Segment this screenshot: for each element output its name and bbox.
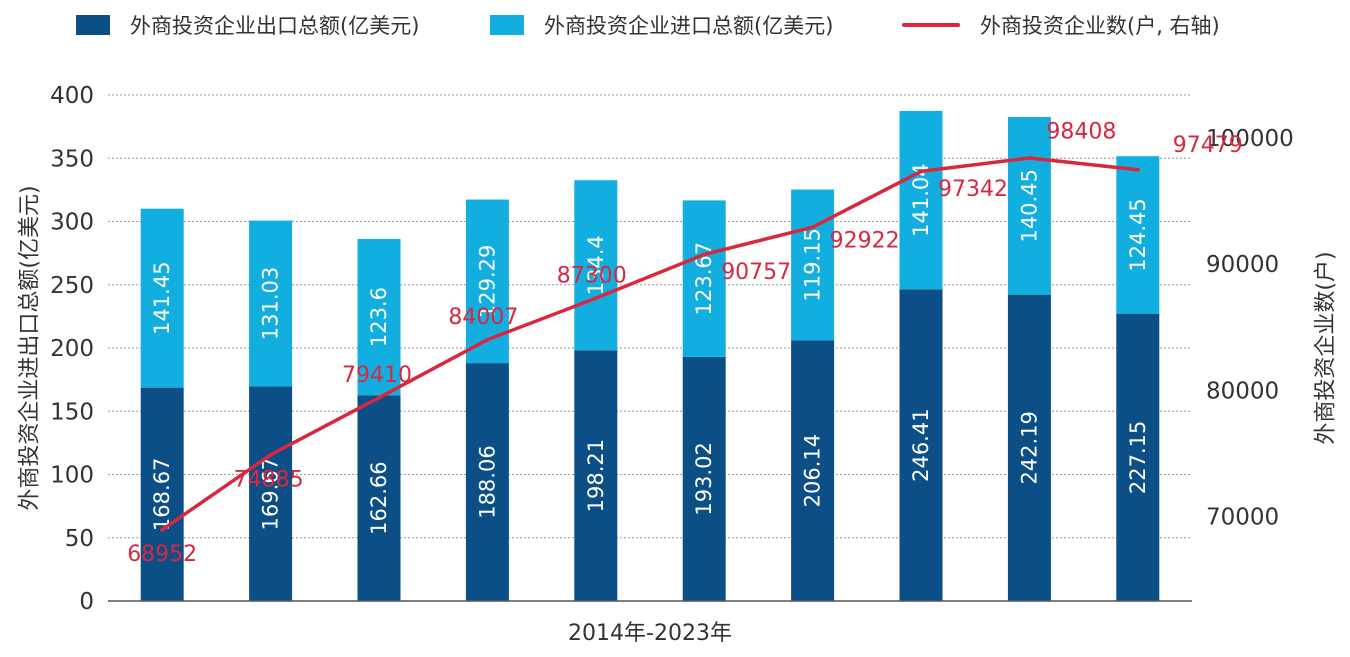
bar-label-import: 141.45 [150, 261, 174, 334]
left-axis-ticks: 0 50 100 150 200 250 300 350 400 [50, 83, 94, 615]
right-axis-ticks: 70000 80000 90000 100000 [1206, 126, 1294, 531]
count-point-label: 79410 [342, 363, 412, 388]
legend-swatch-export [76, 15, 110, 35]
count-point-label: 97342 [938, 177, 1008, 202]
count-line-layer [160, 155, 1140, 532]
count-point [593, 296, 598, 301]
bar-label-import: 140.45 [1017, 169, 1041, 242]
count-point-label: 87300 [557, 264, 627, 289]
bar-export [574, 350, 618, 601]
legend-label-count: 外商投资企业数(户, 右轴) [980, 14, 1220, 38]
bar-import [140, 208, 184, 388]
right-tick-label: 100000 [1206, 126, 1294, 152]
bars [140, 110, 1160, 601]
bar-import [1116, 156, 1160, 314]
legend-swatch-import [490, 15, 524, 35]
legend-item-count: 外商投资企业数(户, 右轴) [902, 10, 1220, 40]
bar-label-export: 162.66 [367, 461, 391, 534]
right-tick-label: 70000 [1206, 504, 1279, 530]
bar-export [357, 395, 401, 601]
count-line [160, 156, 1140, 532]
bar-import [682, 200, 726, 357]
bar-export [140, 387, 184, 601]
bar-label-export: 227.15 [1126, 421, 1150, 494]
bar-labels: 168.67 141.45 169.67 131.03 162.66 123.6 188.0… [150, 163, 1150, 535]
bar-label-import: 129.29 [475, 245, 499, 318]
count-point [919, 169, 923, 174]
legend-swatch-count [902, 23, 960, 27]
bar-import [899, 110, 943, 290]
bar-label-export: 188.06 [475, 445, 499, 518]
bar-import [791, 189, 835, 341]
bar-label-export: 168.67 [150, 458, 174, 531]
left-tick-label: 0 [79, 589, 94, 615]
right-tick-label: 90000 [1206, 252, 1279, 278]
bar-label-import: 124.45 [1126, 198, 1150, 271]
count-point [810, 225, 815, 230]
bar-label-export: 193.02 [692, 442, 716, 515]
count-point-label: 68952 [127, 542, 197, 567]
bar-export [249, 386, 293, 601]
legend-item-export: 外商投资企业出口总额(亿美元) [76, 10, 419, 40]
bar-export [682, 356, 726, 601]
count-point [702, 252, 707, 257]
legend-label-import: 外商投资企业进口总额(亿美元) [544, 14, 834, 38]
left-tick-label: 150 [50, 399, 94, 425]
left-tick-label: 350 [50, 146, 94, 172]
count-point-label: 97479 [1173, 133, 1243, 158]
count-point [268, 452, 273, 457]
count-point-label: 90757 [721, 260, 791, 285]
bar-label-export: 206.14 [801, 434, 825, 507]
right-tick-label: 80000 [1206, 378, 1279, 404]
bar-import [357, 238, 401, 396]
count-point [160, 527, 165, 532]
legend: 外商投资企业出口总额(亿美元) 外商投资企业进口总额(亿美元) 外商投资企业数(… [0, 10, 1350, 46]
bar-import [574, 180, 618, 351]
y2-axis-label: 外商投资企业数(户) [1314, 251, 1339, 444]
count-point-label: 84007 [448, 305, 518, 330]
bar-label-export: 169.67 [259, 457, 283, 530]
count-point [377, 395, 381, 400]
legend-item-import: 外商投资企业进口总额(亿美元) [490, 10, 833, 40]
left-tick-label: 200 [50, 336, 94, 362]
legend-label-export: 外商投资企业出口总额(亿美元) [130, 14, 420, 38]
bar-import [249, 220, 293, 387]
left-tick-label: 300 [50, 210, 94, 236]
left-tick-label: 400 [50, 83, 94, 109]
bar-label-import: 123.6 [367, 287, 391, 347]
count-point [1135, 167, 1140, 172]
bar-export [899, 289, 943, 601]
bar-label-export: 242.19 [1017, 411, 1041, 484]
count-point-label: 98408 [1046, 119, 1116, 144]
bar-label-import: 134.4 [584, 235, 608, 295]
left-tick-label: 250 [50, 273, 94, 299]
count-point [1027, 155, 1032, 160]
count-point [485, 337, 490, 342]
bar-export [1116, 313, 1160, 601]
bar-label-import: 119.15 [801, 228, 825, 301]
bar-import [1007, 116, 1051, 295]
left-tick-label: 50 [65, 526, 94, 552]
count-point-label: 92922 [830, 229, 900, 254]
bar-label-import: 131.03 [259, 267, 283, 340]
count-point-labels: 68952 74885 79410 84007 87300 90757 92922 97342… [127, 119, 1243, 567]
count-point-label: 74885 [234, 467, 304, 492]
y-axis-label: 外商投资企业进出口总额(亿美元) [18, 185, 43, 510]
bar-label-export: 246.41 [909, 408, 933, 481]
bar-label-export: 198.21 [584, 439, 608, 512]
bar-export [791, 340, 835, 601]
bar-export [1007, 294, 1051, 601]
left-tick-label: 100 [50, 463, 94, 489]
x-axis-label: 2014年-2023年 [568, 621, 732, 646]
bar-export [465, 363, 509, 601]
